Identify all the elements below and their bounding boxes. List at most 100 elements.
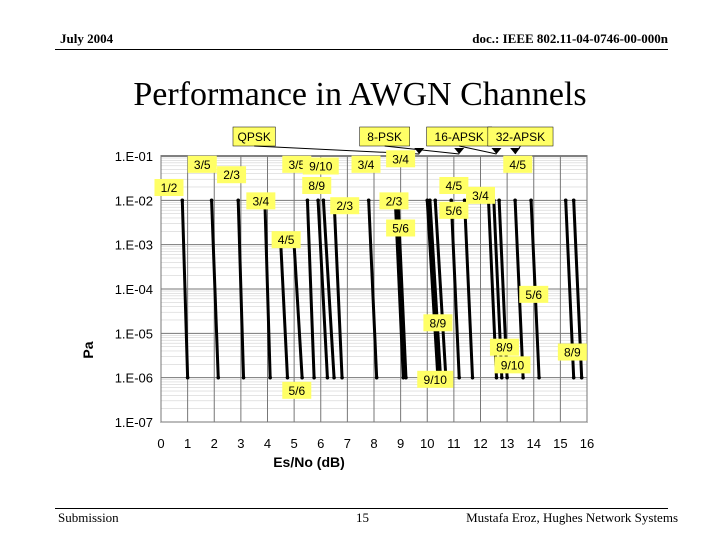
footer-author: Mustafa Eroz, Hughes Network Systems bbox=[466, 510, 678, 525]
rate-label: 9/10 bbox=[501, 358, 525, 372]
chart-curves bbox=[180, 198, 584, 380]
legend-arrowhead bbox=[510, 148, 521, 154]
ber-curve-point bbox=[449, 198, 454, 203]
x-tick-label: 1 bbox=[184, 436, 191, 451]
ber-curve-point bbox=[513, 198, 517, 203]
ber-curve-point bbox=[216, 375, 221, 380]
y-axis-label: Pa bbox=[80, 341, 96, 358]
ber-curve bbox=[292, 243, 304, 380]
x-tick-label: 6 bbox=[317, 436, 324, 451]
ber-curve-point bbox=[325, 375, 330, 380]
x-tick-label: 0 bbox=[157, 436, 164, 451]
ber-curve bbox=[433, 198, 448, 380]
legend-arrowhead bbox=[491, 148, 502, 154]
rate-label-bg bbox=[330, 197, 360, 215]
ber-curve-point bbox=[185, 375, 190, 380]
rate-label-bg bbox=[439, 201, 469, 219]
ber-curve-point bbox=[236, 198, 241, 203]
x-tick-label: 10 bbox=[420, 436, 434, 451]
rate-label: 8/9 bbox=[496, 341, 513, 355]
ber-curve-point bbox=[312, 375, 316, 380]
ber-curve bbox=[425, 198, 440, 380]
rate-label-bg bbox=[386, 150, 416, 168]
rate-label: 8/9 bbox=[564, 346, 581, 360]
ber-curve-point bbox=[571, 198, 576, 203]
rate-label-bg bbox=[302, 157, 339, 175]
ber-curve-point bbox=[537, 375, 541, 380]
legend-label: 16-APSK bbox=[435, 130, 484, 144]
rate-label-bg bbox=[282, 381, 312, 399]
rate-label: 3/4 bbox=[472, 189, 489, 203]
ber-curve-point bbox=[505, 375, 509, 380]
rate-label: 5/6 bbox=[392, 221, 409, 235]
rate-label: 2/3 bbox=[386, 194, 403, 208]
ber-curve bbox=[321, 198, 336, 380]
rate-label-bg bbox=[187, 155, 217, 173]
chart-rate-labels: 1/2 3/5 2/3 3/4 4/5 3/5 9/10 8/9 2/3 3/4 3/4 2/3 5/6… bbox=[154, 150, 587, 399]
slide-title: Performance in AWGN Channels bbox=[133, 76, 587, 113]
y-tick-label: 1.E-04 bbox=[115, 282, 153, 297]
legend-arrow bbox=[459, 145, 497, 155]
x-tick-label: 4 bbox=[264, 436, 271, 451]
ber-curve bbox=[428, 198, 443, 380]
footer-page-number: 15 bbox=[356, 510, 369, 525]
ber-curve-point bbox=[529, 198, 533, 203]
x-tick-label: 9 bbox=[397, 436, 404, 451]
rate-label: 4/5 bbox=[509, 158, 526, 172]
x-tick-label: 14 bbox=[527, 436, 541, 451]
header-rule bbox=[55, 49, 668, 50]
legend-arrowhead bbox=[454, 148, 465, 154]
rate-label: 3/4 bbox=[253, 194, 270, 208]
rate-label: 3/4 bbox=[358, 158, 375, 172]
ber-curve-point bbox=[521, 375, 525, 380]
y-tick-label: 1.E-03 bbox=[115, 238, 153, 253]
y-tick-label: 1.E-07 bbox=[115, 415, 153, 430]
ber-curve-point bbox=[316, 198, 320, 203]
rate-label: 3/4 bbox=[392, 152, 409, 166]
ber-curve-point bbox=[433, 198, 438, 203]
rate-label: 2/3 bbox=[336, 199, 353, 213]
ber-chart: 1.E-01 1.E-02 1.E-03 1.E-04 1.E-05 1.E-06 1.E-… bbox=[80, 126, 594, 470]
ber-curve-point bbox=[321, 198, 326, 203]
x-tick-label: 12 bbox=[473, 436, 487, 451]
footer-rule bbox=[55, 508, 668, 509]
ber-curve bbox=[305, 198, 316, 380]
header-doc-id: doc.: IEEE 802.11-04-0746-00-000n bbox=[472, 31, 668, 46]
x-tick-label: 5 bbox=[291, 436, 298, 451]
x-tick-label: 2 bbox=[211, 436, 218, 451]
ber-curve-point bbox=[457, 375, 462, 380]
legend-label: 32-APSK bbox=[496, 130, 545, 144]
ber-curve-point bbox=[300, 375, 304, 380]
x-tick-label: 11 bbox=[447, 436, 461, 451]
ber-curve-point bbox=[462, 198, 467, 203]
x-tick-label: 7 bbox=[344, 436, 351, 451]
ber-curve bbox=[279, 243, 289, 380]
rate-label-bg bbox=[386, 219, 416, 237]
chart-legend: QPSK 8-PSK 16-APSK 32-APSK bbox=[232, 126, 554, 155]
legend-label: 8-PSK bbox=[367, 130, 402, 144]
rate-label-bg bbox=[302, 176, 332, 194]
ber-curve bbox=[367, 198, 379, 380]
x-tick-label: 13 bbox=[500, 436, 514, 451]
rate-label-bg bbox=[271, 231, 301, 249]
rate-label-bg bbox=[154, 179, 184, 197]
ber-curve-point bbox=[241, 375, 246, 380]
rate-label: 4/5 bbox=[446, 179, 463, 193]
rate-label-bg bbox=[379, 192, 409, 210]
ber-curve-point bbox=[404, 375, 408, 380]
ber-curve bbox=[316, 198, 329, 380]
ber-curve-point bbox=[470, 375, 475, 380]
rate-label: 5/6 bbox=[446, 204, 463, 218]
rate-label: 3/5 bbox=[288, 158, 305, 172]
rate-label-bg bbox=[466, 186, 495, 204]
ber-curve-point bbox=[305, 198, 310, 203]
rate-label: 8/9 bbox=[308, 179, 325, 193]
legend-arrow bbox=[384, 145, 460, 155]
rate-label: 2/3 bbox=[223, 168, 240, 182]
ber-curve bbox=[236, 198, 246, 380]
ber-curve bbox=[463, 198, 475, 380]
rate-label: 1/2 bbox=[161, 181, 178, 195]
x-tick-label: 3 bbox=[237, 436, 244, 451]
rate-label-bg bbox=[503, 155, 533, 173]
rate-label-bg bbox=[246, 192, 276, 210]
